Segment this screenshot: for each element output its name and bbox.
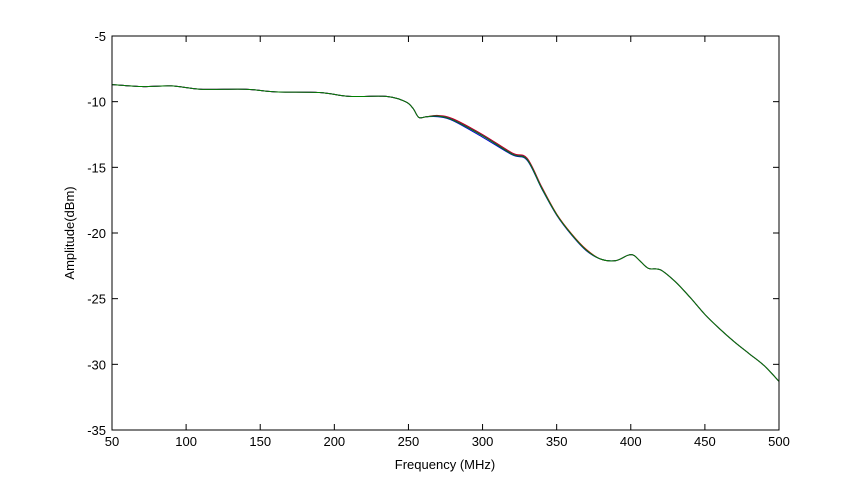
series-line-1 [111,84,780,382]
y-tick-label: -25 [87,292,106,307]
x-axis-label: Frequency (MHz) [395,457,495,472]
x-tick-label: 400 [620,434,642,449]
y-tick-label: -35 [87,423,106,438]
plot-frame [111,35,780,431]
x-tick-label: 250 [398,434,420,449]
y-tick-label: -30 [87,357,106,372]
x-tick-label: 500 [768,434,790,449]
series-layer [111,84,780,382]
tick-layer: 50 100 150 200 250 300 350 400 450 500 -35 -30 -25 -2… [87,29,790,449]
x-tick-label: 450 [694,434,716,449]
x-tick-label: 100 [175,434,197,449]
y-axis-label: Amplitude(dBm) [62,186,77,279]
plot-background [112,36,779,430]
y-tick-label: -5 [94,29,106,44]
x-tick-label: 150 [249,434,271,449]
y-tick-label: -15 [87,160,106,175]
x-tick-label: 50 [105,434,119,449]
x-tick-label: 200 [323,434,345,449]
x-tick-label: 350 [546,434,568,449]
y-tick-label: -20 [87,226,106,241]
y-tick-label: -10 [87,95,106,110]
x-tick-label: 300 [472,434,494,449]
